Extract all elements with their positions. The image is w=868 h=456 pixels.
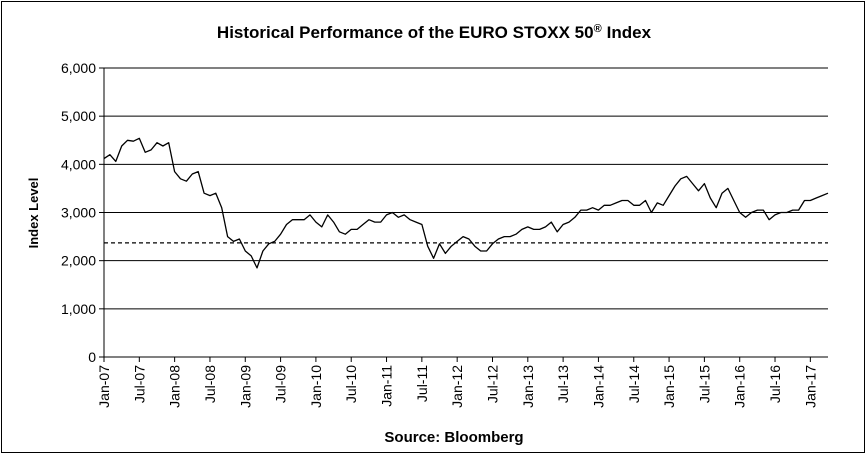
y-axis-ticks: 0 1,000 2,000 3,000 4,000 5,000 6,000 (61, 60, 104, 365)
x-tick-label: Jan-12 (449, 365, 465, 408)
x-tick-label: Jan-16 (732, 365, 748, 408)
x-tick-label: Jan-15 (661, 365, 677, 408)
x-tick-label: Jan-10 (308, 365, 324, 408)
x-tick-label: Jul-08 (202, 365, 218, 403)
x-tick-label: Jan-11 (379, 365, 395, 407)
y-tick-label: 6,000 (61, 60, 96, 76)
y-tick-label: 0 (88, 349, 96, 365)
x-tick-label: Jan-14 (590, 365, 606, 408)
x-tick-label: Jul-07 (131, 365, 147, 403)
x-tick-label: Jul-11 (414, 365, 430, 402)
x-tick-label: Jan-09 (237, 365, 253, 408)
y-tick-label: 1,000 (61, 301, 96, 317)
index-level-line (103, 137, 829, 269)
x-tick-label: Jul-16 (767, 365, 783, 403)
gridlines (104, 67, 828, 358)
y-tick-label: 4,000 (61, 156, 96, 172)
y-tick-label: 2,000 (61, 253, 96, 269)
axes (103, 68, 828, 358)
x-tick-label: Jul-13 (555, 365, 571, 403)
y-axis-title: Index Level (26, 178, 41, 249)
x-tick-label: Jul-14 (626, 365, 642, 403)
title-suffix: Index (607, 23, 652, 42)
title-registered-mark: ® (594, 23, 602, 35)
x-tick-label: Jan-17 (802, 365, 818, 408)
x-axis-ticks: Jan-07 Jul-07 Jan-08 Jul-08 Jan-09 Jul-09 Jan-… (96, 357, 818, 408)
x-tick-label: Jul-10 (343, 365, 359, 403)
x-tick-label: Jul-15 (696, 365, 712, 403)
x-tick-label: Jan-08 (167, 365, 183, 408)
y-tick-label: 3,000 (61, 205, 96, 221)
y-tick-label: 5,000 (61, 108, 96, 124)
x-tick-label: Jul-12 (484, 365, 500, 403)
title-main: Historical Performance of the EURO STOXX… (217, 23, 594, 42)
series-layer (103, 137, 829, 269)
chart-title: Historical Performance of the EURO STOXX… (217, 23, 652, 42)
x-tick-label: Jan-07 (96, 365, 112, 408)
x-axis-title: Source: Bloomberg (384, 429, 523, 446)
x-tick-label: Jan-13 (520, 365, 536, 408)
x-tick-label: Jul-09 (273, 365, 289, 403)
